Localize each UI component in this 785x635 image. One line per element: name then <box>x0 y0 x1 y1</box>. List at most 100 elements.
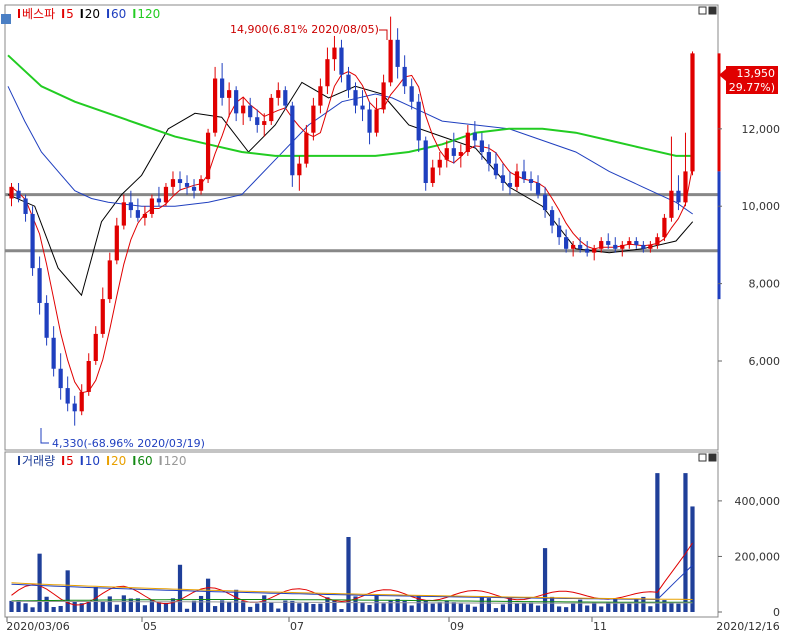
candle-body <box>184 183 190 187</box>
candle-body <box>269 97 274 122</box>
volume-bar <box>332 600 337 612</box>
candle-body <box>121 202 126 226</box>
candle-body <box>409 86 414 102</box>
volume-bar <box>191 600 197 612</box>
volume-bar <box>149 599 155 612</box>
candle-body <box>479 140 484 153</box>
volume-bar <box>128 598 133 612</box>
x-tick-label: 09 <box>450 620 464 633</box>
candle-body <box>430 167 435 183</box>
candle-body <box>641 244 646 249</box>
volume-bar <box>416 595 421 612</box>
volume-bar <box>676 603 681 612</box>
volume-bar <box>556 606 562 612</box>
volume-bar <box>585 605 590 612</box>
maximize-icon[interactable] <box>708 453 717 462</box>
volume-bar <box>641 596 646 612</box>
candle-body <box>128 202 133 211</box>
chart-menu-icon[interactable] <box>1 14 11 24</box>
volume-bar <box>241 600 246 612</box>
vol-tick-label: 200,000 <box>735 550 781 563</box>
volume-bar <box>156 602 162 612</box>
candle-body <box>437 159 442 168</box>
volume-bar <box>437 602 442 612</box>
candle-body <box>578 244 583 249</box>
volume-bar <box>248 606 253 612</box>
candle-body <box>514 171 520 187</box>
low-annotation: 4,330(-68.96% 2020/03/19) <box>52 437 205 450</box>
volume-bar <box>339 609 344 612</box>
candle-body <box>170 179 176 187</box>
volume-bar <box>592 602 597 612</box>
minimize-icon[interactable] <box>698 453 707 462</box>
price-legend-label: 60 <box>111 7 126 21</box>
volume-bar <box>493 608 499 612</box>
candle-body <box>304 132 309 164</box>
volume-bar <box>100 601 105 612</box>
candle-body <box>51 337 56 369</box>
vol-ma-120 <box>11 600 693 604</box>
price-legend-swatch <box>18 9 20 18</box>
candle-body <box>318 86 323 106</box>
candle-body <box>599 241 604 249</box>
candle-body <box>23 198 28 214</box>
candle-body <box>276 90 281 98</box>
minimize-icon[interactable] <box>698 6 707 15</box>
price-legend-swatch <box>62 9 65 18</box>
vol-tick-label: 0 <box>773 606 780 619</box>
volume-bar <box>79 603 84 612</box>
candle-body <box>451 148 456 156</box>
candle-body <box>163 186 169 203</box>
candle-body <box>690 53 695 172</box>
volume-bar <box>311 603 316 612</box>
volume-bar <box>255 603 260 612</box>
volume-bar <box>142 605 148 612</box>
candle-body <box>592 248 597 253</box>
candle-body <box>564 237 569 249</box>
volume-bar <box>177 564 183 612</box>
volume-bar <box>262 595 267 612</box>
volume-bar <box>634 598 639 612</box>
volume-bar <box>606 602 611 612</box>
candle-body <box>395 39 400 67</box>
candle-body <box>72 403 77 412</box>
maximize-icon[interactable] <box>708 6 717 15</box>
candle-body <box>142 213 148 218</box>
y-tick-label: 6,000 <box>749 355 781 368</box>
volume-bar <box>571 603 576 612</box>
volume-bar <box>655 473 660 612</box>
vol-ma-20 <box>11 582 693 600</box>
price-legend-label: 베스파 <box>22 7 55 21</box>
price-legend-swatch <box>107 9 110 18</box>
volume-bar <box>578 599 583 612</box>
candle-body <box>521 171 527 180</box>
volume-bar <box>486 598 492 612</box>
candle-body <box>486 152 492 164</box>
volume-bar <box>423 600 428 612</box>
x-tick-label: 05 <box>143 620 157 633</box>
price-legend-label: 5 <box>66 7 74 21</box>
volume-legend-label: 20 <box>111 454 126 468</box>
volume-bar <box>458 603 463 612</box>
candle-body <box>360 105 365 110</box>
volume-bar <box>627 603 632 612</box>
volume-bar <box>198 595 204 612</box>
candle-body <box>374 109 379 133</box>
y-tick-label: 8,000 <box>749 278 781 291</box>
volume-bar <box>86 602 91 612</box>
volume-bar <box>472 606 477 612</box>
volume-bar <box>535 605 541 612</box>
volume-bar <box>353 596 358 612</box>
price-panel <box>4 4 719 451</box>
candle-body <box>227 90 232 98</box>
volume-bar <box>528 602 534 612</box>
volume-legend-label: 60 <box>137 454 152 468</box>
volume-legend-swatch <box>18 456 20 465</box>
volume-bar <box>44 596 49 612</box>
volume-bar <box>564 607 569 612</box>
volume-legend-label: 120 <box>164 454 187 468</box>
volume-bar <box>599 606 604 612</box>
candle-body <box>444 148 449 160</box>
ma-line-120 <box>7 54 693 157</box>
volume-bar <box>613 598 618 612</box>
